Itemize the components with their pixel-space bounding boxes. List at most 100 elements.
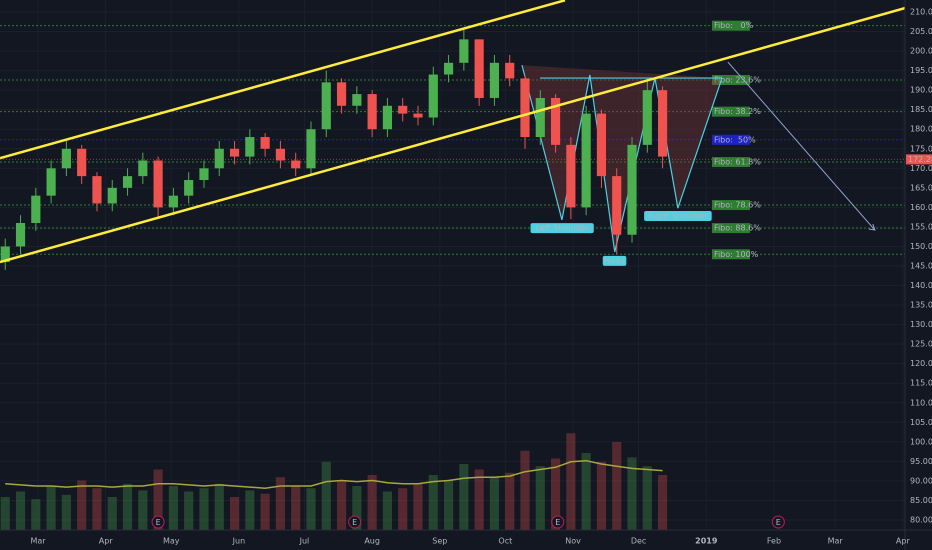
candle-body — [61, 148, 71, 169]
candle-body — [15, 223, 26, 247]
volume-bar — [260, 493, 270, 530]
candle-body — [443, 62, 454, 75]
x-tick-label: Mar — [828, 537, 844, 546]
x-tick-label: Jun — [232, 537, 246, 546]
y-tick-label: 160.00 — [910, 203, 932, 212]
fib-label: Fibo: 88.6% — [714, 224, 761, 233]
volume-bar — [77, 480, 87, 530]
fib-label: Fibo: 100% — [714, 250, 759, 259]
volume-bar — [505, 472, 515, 530]
volume-bar — [642, 466, 652, 530]
y-tick-label: 185.00 — [910, 105, 932, 114]
projection-arrow — [727, 61, 876, 231]
y-tick-label: 180.00 — [910, 125, 932, 134]
fib-label: Fibo: 0% — [714, 21, 754, 30]
volume-bar — [581, 453, 591, 530]
volume-bar — [520, 450, 530, 530]
event-marker — [551, 515, 565, 529]
fib-label: Fibo: 38.2% — [714, 107, 761, 116]
candle-body — [199, 168, 209, 181]
candle-body — [168, 195, 178, 208]
volume-bar — [658, 475, 668, 530]
y-tick-label: 195.00 — [910, 66, 932, 75]
event-label: E — [776, 518, 781, 527]
channel-line — [0, 0, 566, 160]
volume-bar — [245, 490, 255, 530]
volume-bar — [443, 480, 454, 530]
y-tick-label: 130.00 — [910, 320, 932, 329]
x-tick-label: Nov — [565, 537, 581, 546]
candle-body — [550, 97, 561, 145]
y-tick-label: 155.00 — [910, 222, 932, 231]
candle-body — [46, 168, 56, 196]
volume-bar — [0, 497, 10, 530]
y-tick-label: 205.00 — [910, 27, 932, 36]
pattern-label-bg — [644, 210, 712, 221]
volume-bar — [275, 477, 285, 530]
event-marker — [348, 515, 362, 529]
candle-body — [245, 137, 255, 157]
volume-bar — [535, 466, 545, 530]
volume-bar — [138, 490, 148, 530]
y-tick-label: 150.00 — [910, 242, 932, 251]
fib-label: Fibo: 78.6% — [714, 201, 761, 210]
fib-label-bg — [711, 157, 750, 168]
y-tick-label: 175.00 — [910, 144, 932, 153]
volume-bar — [229, 497, 240, 530]
candle-body — [31, 195, 41, 224]
fib-label-bg — [711, 200, 750, 211]
volume-bar — [15, 491, 26, 530]
volume-bar — [413, 483, 423, 530]
candle-body — [612, 176, 622, 235]
y-tick-label: 115.00 — [910, 379, 932, 388]
y-tick-label: 190.00 — [910, 86, 932, 95]
candle-body — [77, 148, 87, 177]
candle-body — [566, 144, 576, 208]
volume-bar — [489, 477, 500, 530]
volume-bar — [61, 494, 71, 530]
candle-body — [382, 105, 393, 130]
y-tick-label: 110.00 — [910, 398, 932, 407]
candle-body — [138, 160, 148, 177]
candle-body — [489, 62, 500, 98]
volume-bar — [428, 475, 438, 530]
volume-bar — [627, 457, 637, 530]
event-label: E — [352, 518, 357, 527]
grid — [0, 0, 905, 530]
candle-body — [260, 137, 270, 149]
y-tick-label: 125.00 — [910, 340, 932, 349]
x-tick-label: Jul — [299, 537, 310, 546]
x-tick-label: Apr — [896, 537, 911, 546]
pattern-line — [521, 64, 723, 253]
candle-body — [153, 160, 163, 208]
candle-body — [306, 129, 316, 169]
event-label: E — [156, 518, 161, 527]
volume-bar — [199, 488, 209, 530]
y-tick-label: 85.00 — [910, 496, 932, 505]
plot-area: Fibo: 0% Fibo: 23.6% Fibo: 38.2% Fibo: 50% F… — [0, 0, 905, 530]
volume-bar — [291, 486, 301, 530]
arrow-head — [868, 223, 876, 231]
last-price-label: 172.28 — [908, 155, 932, 164]
candle-body — [520, 78, 530, 138]
volume-bar — [382, 491, 393, 530]
volume-bar — [92, 488, 102, 530]
x-tick-label: Apr — [99, 537, 114, 546]
candle-body — [0, 246, 10, 263]
candle-body — [336, 82, 347, 106]
pattern-label-bg — [602, 255, 627, 266]
fib-label-bg — [711, 20, 750, 31]
volume-bar — [107, 497, 117, 530]
volume-bar — [474, 469, 484, 530]
candle-body — [535, 97, 545, 138]
pattern-label: Left Shoulder — [536, 224, 590, 233]
candle-body — [398, 105, 408, 114]
candle-body — [321, 82, 331, 130]
y-tick-label: 95.00 — [910, 457, 932, 466]
candle-body — [413, 113, 423, 118]
y-tick-label: 145.00 — [910, 262, 932, 271]
volume-bar — [550, 458, 561, 530]
x-tick-label: 2019 — [695, 537, 718, 546]
x-tick-label: Feb — [767, 537, 781, 546]
